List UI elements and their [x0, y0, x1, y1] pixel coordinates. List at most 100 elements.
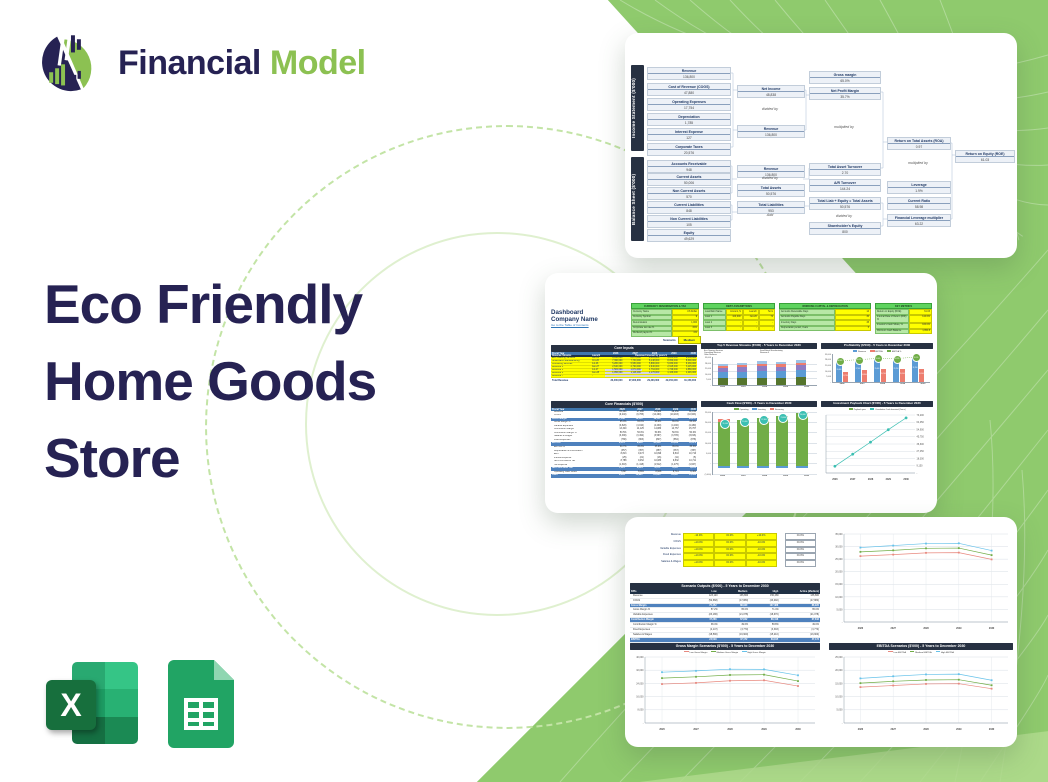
dupont-box-opex: Operating Expenses 17,754: [647, 98, 731, 112]
text-element: 54,900: [917, 428, 925, 431]
rect-element: [925, 542, 927, 545]
div-element: 20,000: [704, 422, 711, 425]
rect-element: [797, 674, 799, 677]
cash-bubble: 21,400: [739, 416, 750, 427]
span-element: 2029: [783, 385, 788, 388]
span-element: Salaries & Wages: [661, 560, 681, 563]
span-element: 29,400: [874, 368, 880, 370]
text-element: 2027: [850, 478, 856, 481]
span-element: 1,056,000: [605, 371, 624, 374]
rect-element: [925, 673, 927, 676]
excel-x-tile: X: [46, 680, 96, 730]
rect-element: [695, 682, 697, 685]
span-element: [623, 374, 642, 377]
rect-element: [64, 33, 72, 61]
span-element: 2028: [880, 382, 885, 385]
span-element: Accounts Receivable Days: [779, 309, 835, 315]
text-element: -: [643, 722, 644, 725]
span-element: 11,730: [842, 376, 848, 378]
table-row: Small Batch Manufacturing Oct-26 7,390,000…: [551, 359, 697, 363]
span-element: Contribution Margin %: [554, 431, 577, 434]
span-element: 31,150: [689, 410, 697, 413]
span-element: (4,190): [671, 424, 679, 427]
span-element: [777, 547, 785, 554]
span-element: Currency Name: [631, 309, 672, 315]
span-element: Depreciation period, Years: [779, 325, 835, 332]
span-element: EBIT: [554, 453, 560, 456]
scenario-chip[interactable]: Medium: [677, 336, 701, 344]
rect-element: [763, 679, 765, 682]
dupont-box-value: 136,800: [765, 132, 777, 137]
table-row: Revenue 5 Jul-27 1,584,000 1,674,000 1,764,0…: [551, 368, 697, 372]
product-title: Eco Friendly Home Goods Store: [44, 266, 377, 497]
span-element: 2,640,000: [612, 365, 623, 368]
rect-element: [61, 64, 66, 86]
span-element: (1,607): [688, 463, 697, 466]
span-element: 24,529: [709, 638, 717, 642]
span-element: 2029: [671, 351, 677, 355]
span-element: 8,450,000: [612, 356, 623, 359]
div-element: 7,000: [705, 379, 711, 382]
span-element: 88,418: [770, 618, 779, 622]
span-element: 5,580,000: [630, 362, 641, 365]
span-element: Oct-26: [592, 359, 599, 362]
brand-word-primary: Financial: [118, 43, 261, 82]
bar-segment: [718, 365, 728, 369]
brand-wordmark: Financial Model: [118, 44, 366, 83]
chart-title: Profitability ($'000) - 5 Years to Decem…: [821, 343, 933, 349]
rect-element: [77, 70, 81, 79]
dupont-box-label: Gross margin: [810, 72, 880, 78]
span-element: -10.0%: [745, 539, 777, 547]
rect-element: [990, 684, 993, 687]
span-element: 27,900,000: [628, 379, 641, 383]
span-element: (25): [622, 456, 627, 459]
span-element: Revenue 5: [552, 368, 564, 371]
span-element: 9,200,000: [667, 356, 678, 359]
text-element: 2026: [659, 728, 665, 731]
dupont-box-cogs: Cost of Revenue (COGS) 47,880: [647, 83, 731, 97]
chart-title: Gross Margin Scenarios ($'000) - 5 Years…: [630, 643, 820, 650]
dupont-box-value: 136,800: [683, 74, 695, 79]
span-element: [909, 650, 915, 653]
span-element: Cash: [552, 474, 558, 477]
circle-element: [851, 452, 855, 456]
div-element: Fiscal Year 2026 2027 2028 2029 2030: [551, 407, 697, 411]
brand-word-secondary: Model: [269, 43, 366, 82]
dupont-box-value: 65.0%: [840, 78, 850, 83]
dupont-box-value: 35.7%: [840, 94, 850, 99]
span-element: Variable Expenses: [660, 546, 681, 550]
table-row: Revenue 26,400 27,900 29,400 29,150 31,150: [551, 411, 697, 415]
bar-segment: [776, 361, 787, 365]
span-element: Fiscal Year: [552, 351, 565, 355]
span-element: [605, 374, 624, 377]
rect-element: [892, 549, 895, 552]
bar-segment: [795, 377, 806, 385]
table-row: Gross Margin 70,452 88,920 107,388 88,920: [630, 603, 820, 609]
table-row: Tax Expense (1,318) (1,418) (1,512) (1,475) (…: [551, 464, 697, 468]
span-element: 1,584,000: [605, 368, 624, 371]
span-element: 1,000: [671, 320, 699, 326]
span-element: Low: [711, 589, 717, 593]
assumption-table: KEY METRICS Return on Equity (ROE) 61.03 In…: [875, 303, 932, 335]
dashboard-title: Dashboard: [551, 309, 584, 316]
span-element: 2026: [720, 385, 725, 388]
table-row: Eco Cleaning Services Jan-26 8,450,000 8,87…: [551, 356, 697, 360]
table-row: Contribution Margin % 38.4% 49.6% 58.8% 49.6…: [630, 623, 820, 629]
span-element: (4,230): [653, 424, 662, 427]
span-element: 65.0%: [812, 608, 819, 612]
dupont-box-value: 17,754: [683, 105, 695, 110]
div-element: 14,000: [824, 370, 831, 373]
span-element: 7,390,000: [612, 359, 623, 362]
span-element: KPIs: [631, 589, 637, 593]
span-element: Revenue: [633, 593, 643, 597]
table-row: Interest Expense (25) (21) (16) (11) (5): [551, 457, 697, 461]
span-element: (21): [639, 456, 644, 459]
operating-bar: [756, 417, 769, 466]
span-element: Net Profit Before Tax: [554, 460, 576, 463]
div-element: Fiscal Year 2026 2027 2028 2029 2030: [551, 351, 697, 355]
span-element: 71.4%: [771, 608, 779, 612]
span-element: 100,000: [726, 314, 743, 321]
toc-link[interactable]: Go to the Table of Contents: [551, 323, 589, 328]
span-element: Net Profit After Tax: [552, 467, 573, 470]
